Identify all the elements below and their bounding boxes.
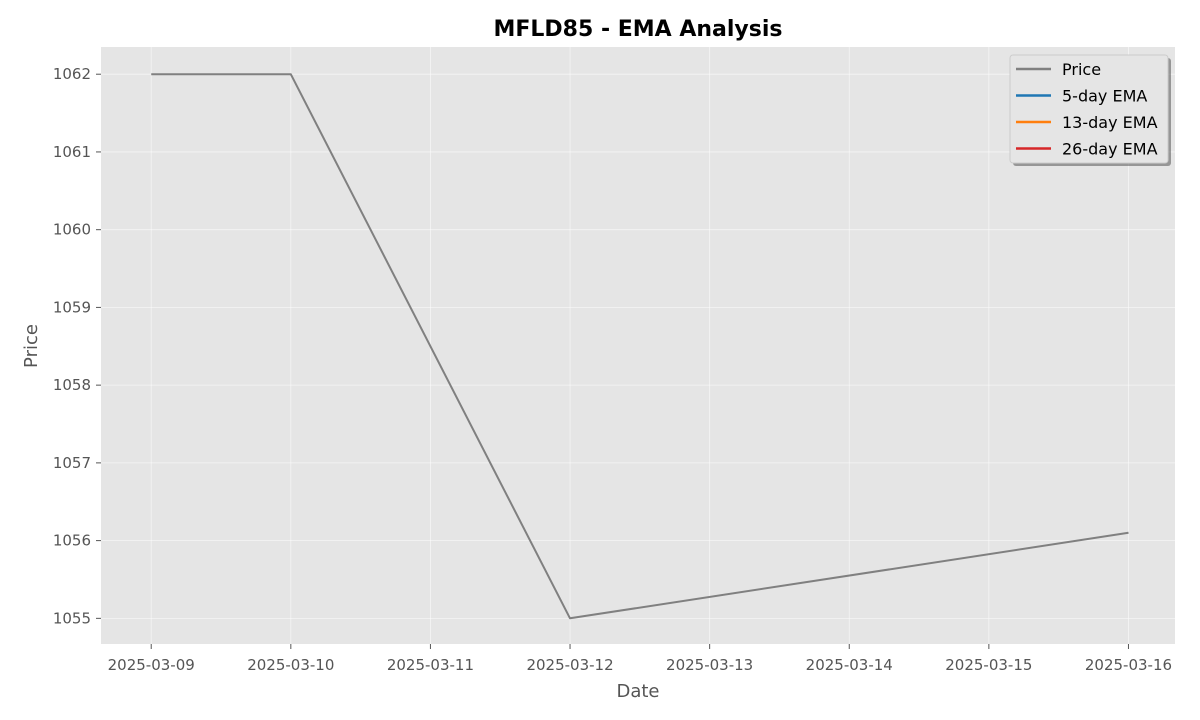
x-tick-label: 2025-03-15 <box>945 656 1032 674</box>
y-tick-label: 1056 <box>53 532 91 550</box>
y-tick-label: 1062 <box>53 65 91 83</box>
legend-box <box>1009 54 1169 164</box>
x-axis-ticks: 2025-03-09 2025-03-10 2025-03-11 2025-03-12… <box>108 644 1172 674</box>
x-tick-label: 2025-03-13 <box>666 656 753 674</box>
legend-label: Price <box>1062 60 1101 79</box>
legend-label: 26-day EMA <box>1062 140 1158 159</box>
series-line-price <box>151 73 1129 620</box>
y-tick-label: 1057 <box>53 454 91 472</box>
plot-area <box>101 47 1175 644</box>
y-tick-label: 1060 <box>53 221 91 239</box>
series-layer <box>151 73 1129 620</box>
x-tick-label: 2025-03-09 <box>108 656 195 674</box>
legend-label: 5-day EMA <box>1062 87 1147 106</box>
y-tick-label: 1061 <box>53 143 91 161</box>
y-axis-label: Price <box>21 324 42 368</box>
y-tick-label: 1055 <box>53 609 91 627</box>
chart-title: MFLD85 - EMA Analysis <box>493 17 782 42</box>
x-axis-label: Date <box>616 681 659 702</box>
x-tick-label: 2025-03-14 <box>806 656 893 674</box>
y-tick-label: 1058 <box>53 376 91 394</box>
x-tick-label: 2025-03-11 <box>387 656 474 674</box>
legend: Price 5-day EMA 13-day EMA 26-day EMA <box>1009 54 1171 166</box>
x-tick-label: 2025-03-12 <box>526 656 613 674</box>
y-tick-label: 1059 <box>53 298 91 316</box>
legend-label: 13-day EMA <box>1062 113 1158 132</box>
x-tick-label: 2025-03-16 <box>1085 656 1172 674</box>
y-axis-ticks: 1055 1056 1057 1058 1059 1060 1061 1062 <box>53 65 101 627</box>
x-tick-label: 2025-03-10 <box>247 656 334 674</box>
